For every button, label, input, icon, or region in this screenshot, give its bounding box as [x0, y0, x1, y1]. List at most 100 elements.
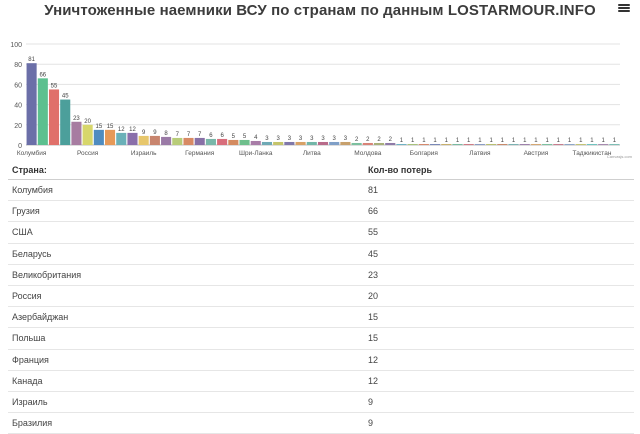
- losses-column-header: Кол-во потерь: [368, 164, 433, 175]
- bar-value-label: 9: [153, 130, 157, 136]
- bar-value-label: 1: [456, 138, 460, 144]
- bar-value-label: 1: [568, 138, 572, 144]
- table-row: Колумбия 81: [8, 180, 634, 202]
- table-row: Бразилия 9: [8, 413, 634, 434]
- table-row: Азербайджан 15: [8, 307, 634, 329]
- bar: [239, 139, 250, 145]
- y-tick-label: 20: [14, 123, 22, 130]
- bar-value-label: 5: [243, 134, 247, 140]
- bar: [284, 141, 295, 145]
- bar: [228, 139, 239, 145]
- table-row: Франция 12: [8, 350, 634, 371]
- x-tick-label: Молдова: [354, 150, 382, 157]
- bar: [474, 143, 485, 145]
- hamburger-menu-icon[interactable]: [618, 2, 630, 14]
- bar: [329, 141, 340, 145]
- bar-value-label: 1: [400, 138, 404, 144]
- bar-value-label: 1: [523, 138, 527, 144]
- bar-value-label: 1: [433, 138, 437, 144]
- bar-value-label: 1: [445, 138, 449, 144]
- bar-value-label: 23: [73, 116, 80, 122]
- bar-value-label: 7: [198, 132, 202, 138]
- country-cell: Колумбия: [12, 185, 53, 196]
- bar: [407, 143, 418, 145]
- bar: [463, 143, 474, 145]
- bar: [105, 129, 116, 145]
- bar: [418, 143, 429, 145]
- bar-value-label: 7: [176, 132, 180, 138]
- bar: [441, 143, 452, 145]
- bar: [273, 141, 284, 145]
- bar-value-label: 12: [118, 127, 125, 133]
- bar-value-label: 2: [377, 137, 381, 143]
- bar-value-label: 3: [288, 136, 292, 142]
- bar: [149, 135, 160, 145]
- table-row: Россия 20: [8, 286, 634, 308]
- bar: [609, 143, 620, 145]
- losses-cell: 55: [368, 227, 379, 238]
- bar: [598, 143, 609, 145]
- bar: [116, 132, 127, 145]
- bar-value-label: 1: [489, 138, 493, 144]
- bar-value-label: 4: [254, 135, 258, 141]
- bar-value-label: 20: [84, 119, 91, 125]
- table-body: Колумбия 81 Грузия 66 США 55 Беларусь 45 Великоб…: [8, 180, 634, 434]
- bar-value-label: 1: [579, 138, 583, 144]
- bar-value-label: 9: [142, 130, 146, 136]
- bar-value-label: 1: [467, 138, 471, 144]
- losses-cell: 15: [368, 312, 379, 323]
- bar-value-label: 1: [590, 138, 594, 144]
- table-row: Канада 12: [8, 371, 634, 392]
- bar-value-label: 1: [557, 138, 561, 144]
- x-tick-label: Латвия: [469, 150, 491, 157]
- chart-title: Уничтоженные наемники ВСУ по странам по …: [44, 2, 596, 19]
- country-column-header: Страна:: [12, 164, 47, 175]
- country-cell: США: [12, 227, 33, 238]
- x-tick-label: Россия: [77, 150, 99, 157]
- bar: [519, 143, 530, 145]
- table-row: Израиль 9: [8, 392, 634, 414]
- bar: [486, 143, 497, 145]
- bar-value-label: 6: [220, 133, 224, 139]
- bar: [295, 141, 306, 145]
- country-cell: Азербайджан: [12, 312, 69, 323]
- bar: [530, 143, 541, 145]
- y-tick-label: 60: [14, 82, 22, 89]
- x-tick-label: Германия: [185, 150, 215, 157]
- x-tick-label: Израиль: [131, 150, 157, 157]
- x-tick-label: Шри-Ланка: [239, 150, 273, 157]
- bar: [317, 141, 329, 145]
- x-tick-label: Австрия: [524, 150, 549, 157]
- country-cell: Польша: [12, 333, 46, 344]
- y-tick-label: 100: [10, 42, 22, 49]
- bar: [183, 137, 194, 145]
- bar-value-label: 1: [613, 138, 617, 144]
- bar: [497, 143, 508, 145]
- table-row: Великобритания 23: [8, 265, 634, 286]
- bar-value-label: 5: [232, 134, 236, 140]
- bar: [362, 142, 373, 145]
- bar-value-label: 12: [129, 127, 136, 133]
- table-row: США 55: [8, 222, 634, 244]
- bar-value-label: 15: [107, 124, 114, 130]
- losses-cell: 12: [368, 375, 379, 386]
- bar: [82, 124, 93, 145]
- bar: [194, 137, 205, 145]
- country-cell: Франция: [12, 354, 49, 365]
- x-tick-label: Колумбия: [17, 149, 47, 157]
- bar: [138, 135, 149, 145]
- bar: [161, 136, 172, 145]
- bar: [385, 142, 396, 145]
- losses-cell: 23: [368, 269, 379, 280]
- losses-cell: 12: [368, 354, 379, 365]
- bar: [26, 63, 37, 145]
- bar: [48, 89, 60, 145]
- bar-value-label: 2: [366, 137, 370, 143]
- bar: [37, 78, 48, 145]
- bar-value-label: 3: [333, 136, 337, 142]
- country-cell: Беларусь: [12, 248, 52, 259]
- bar-value-label: 1: [478, 138, 482, 144]
- losses-cell: 81: [368, 185, 379, 196]
- bar-value-label: 55: [51, 83, 58, 89]
